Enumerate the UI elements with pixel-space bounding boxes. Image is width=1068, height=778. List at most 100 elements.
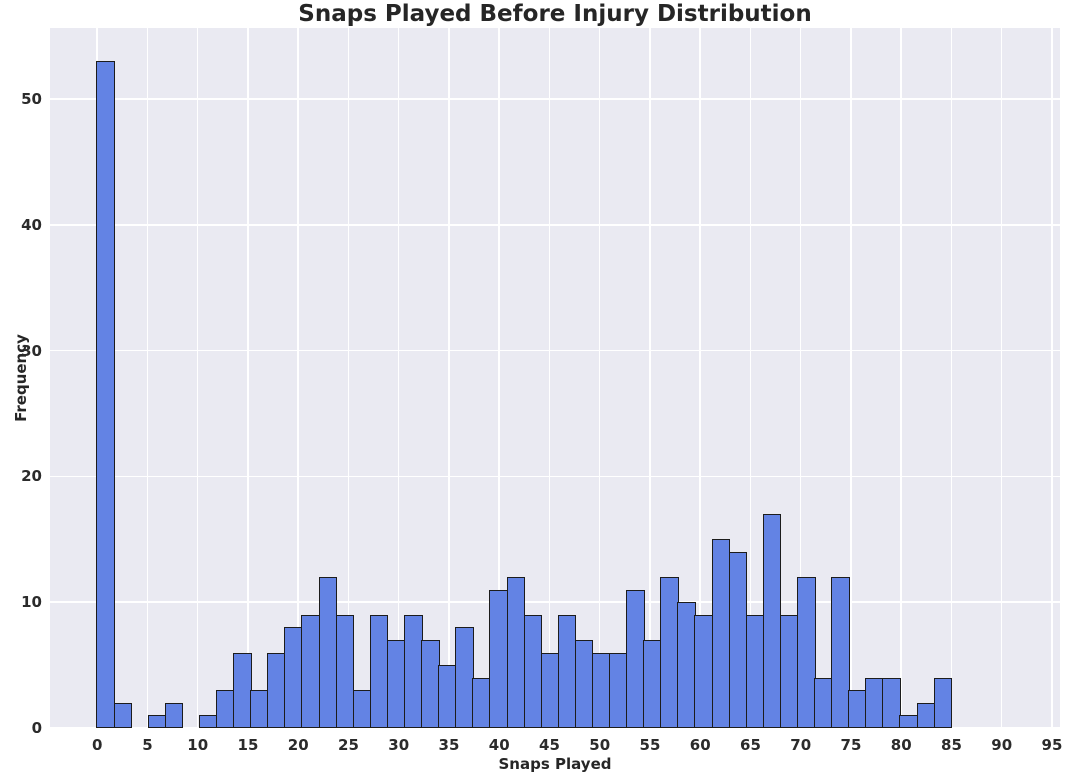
histogram-bar <box>352 690 372 728</box>
x-tick-label: 0 <box>92 736 103 754</box>
gridline-x-10 <box>196 28 199 728</box>
x-tick-label: 50 <box>589 736 611 754</box>
histogram-bar <box>899 715 919 728</box>
histogram-bar <box>318 577 338 728</box>
histogram-bar <box>728 551 748 728</box>
y-tick-label: 10 <box>21 593 42 612</box>
histogram-bar <box>933 677 953 728</box>
x-tick-label: 75 <box>840 736 862 754</box>
x-tick-label: 95 <box>1041 736 1063 754</box>
histogram-bar <box>814 677 833 728</box>
gridline-x-15 <box>247 28 249 728</box>
histogram-bar <box>472 677 491 728</box>
histogram-bar <box>762 514 782 728</box>
x-tick-label: 45 <box>539 736 560 754</box>
x-tick-label: 25 <box>338 736 359 754</box>
histogram-bar <box>865 677 884 728</box>
histogram-bar <box>233 652 252 728</box>
histogram-bar <box>831 577 850 728</box>
histogram-bar <box>267 652 286 728</box>
histogram-bar <box>609 652 628 728</box>
histogram-bar <box>591 652 611 728</box>
gridline-x-95 <box>1051 28 1053 728</box>
gridline-x-30 <box>397 28 400 728</box>
histogram-bar <box>455 627 474 728</box>
x-tick-label: 35 <box>438 736 460 754</box>
x-tick-label: 15 <box>237 736 259 754</box>
histogram-bar <box>301 614 321 728</box>
x-tick-label: 10 <box>187 736 209 754</box>
x-tick-label: 70 <box>790 736 812 754</box>
y-tick-label: 0 <box>31 719 42 737</box>
gridline-x-45 <box>548 28 551 728</box>
histogram-bar <box>660 577 679 728</box>
histogram-bar <box>96 61 116 728</box>
gridline-x-90 <box>1000 28 1003 728</box>
histogram-bar <box>694 614 714 728</box>
gridline-x-60 <box>699 28 701 728</box>
x-tick-label: 80 <box>890 736 912 754</box>
gridline-x-20 <box>297 28 299 728</box>
histogram-bar <box>250 690 269 728</box>
x-tick-label: 85 <box>941 736 962 754</box>
gridline-y-10 <box>50 601 1060 603</box>
gridline-x-25 <box>347 28 350 728</box>
y-tick-label: 50 <box>21 90 42 109</box>
histogram-bar <box>745 614 765 728</box>
x-axis-label: Snaps Played <box>498 755 612 773</box>
histogram-bar <box>779 614 799 728</box>
histogram-bar <box>574 639 594 728</box>
histogram-bar <box>147 715 167 728</box>
histogram-bar <box>677 602 696 728</box>
x-tick-label: 40 <box>488 736 510 754</box>
gridline-x-80 <box>900 28 902 728</box>
y-tick-label: 40 <box>21 215 42 234</box>
histogram-bar <box>335 614 355 728</box>
gridline-x-40 <box>498 28 500 728</box>
x-tick-label: 60 <box>689 736 711 754</box>
x-tick-label: 65 <box>740 736 761 754</box>
y-tick-label: 30 <box>21 341 42 360</box>
histogram-bar <box>796 577 816 728</box>
x-tick-label: 5 <box>142 736 153 754</box>
histogram-bar <box>404 614 423 728</box>
histogram-bar <box>216 690 235 728</box>
plot-area <box>50 28 1060 728</box>
x-tick-label: 30 <box>388 736 410 754</box>
gridline-y-20 <box>50 475 1060 478</box>
gridline-y-30 <box>50 349 1060 352</box>
gridline-x-35 <box>448 28 450 728</box>
gridline-x-70 <box>799 28 802 728</box>
chart-title: Snaps Played Before Injury Distribution <box>298 1 812 27</box>
histogram-bar <box>369 614 389 728</box>
y-tick-label: 20 <box>21 467 42 486</box>
histogram-bar <box>882 677 901 728</box>
x-tick-label: 55 <box>639 736 661 754</box>
gridline-x-75 <box>850 28 852 728</box>
x-tick-label: 20 <box>287 736 309 754</box>
histogram-bar <box>506 577 526 728</box>
gridline-x-5 <box>146 28 149 728</box>
gridline-y-40 <box>50 224 1060 226</box>
histogram-bar <box>489 589 508 728</box>
histogram-bar <box>643 639 662 728</box>
histogram-bar <box>523 614 543 728</box>
histogram-bar <box>421 639 440 728</box>
histogram-bar <box>916 702 936 728</box>
x-tick-label: 90 <box>991 736 1013 754</box>
histogram-bar <box>284 627 303 728</box>
histogram-bar <box>113 702 133 728</box>
histogram-bar <box>557 614 577 728</box>
histogram-bar <box>626 589 645 728</box>
histogram-bar <box>386 639 406 728</box>
gridline-x-50 <box>598 28 601 728</box>
histogram-bar <box>198 715 218 728</box>
histogram-bar <box>540 652 560 728</box>
histogram-bar <box>848 690 867 728</box>
histogram-bar <box>711 539 731 728</box>
histogram-bar <box>438 665 457 728</box>
gridline-x-55 <box>649 28 651 728</box>
gridline-y-50 <box>50 98 1060 100</box>
histogram-bar <box>164 702 184 728</box>
